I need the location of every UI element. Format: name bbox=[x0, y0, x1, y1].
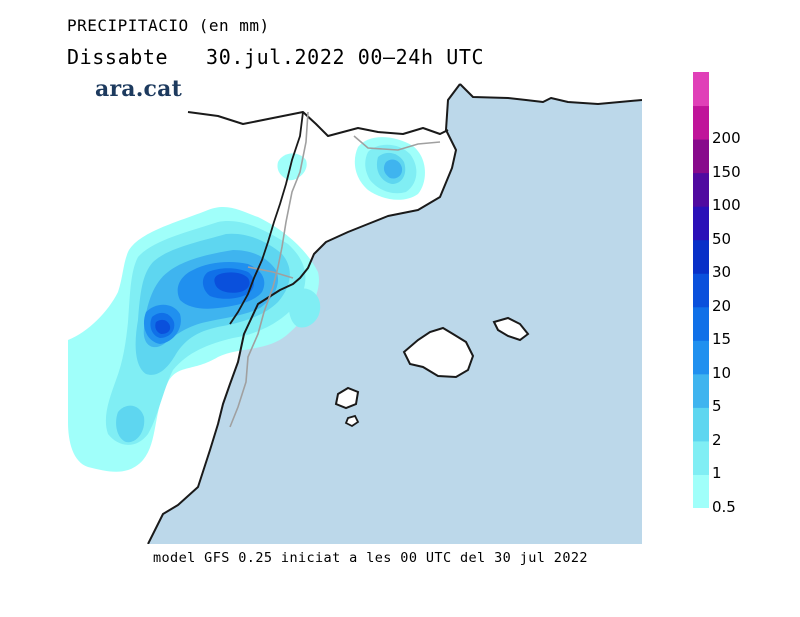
legend-label: 200 bbox=[712, 129, 741, 148]
island-mallorca bbox=[402, 326, 475, 379]
legend-swatch bbox=[693, 340, 709, 375]
legend-label: 15 bbox=[712, 330, 732, 349]
national-border bbox=[229, 111, 304, 325]
legend-label: 50 bbox=[712, 229, 732, 248]
island-ibiza bbox=[334, 386, 360, 410]
model-caption: model GFS 0.25 iniciat a les 00 UTC del … bbox=[153, 550, 588, 566]
legend-label: 150 bbox=[712, 162, 741, 181]
legend-swatch bbox=[693, 172, 709, 207]
legend-label: 30 bbox=[712, 263, 732, 282]
legend-swatch bbox=[693, 139, 709, 174]
precipitation-map bbox=[68, 72, 642, 544]
legend-label: 0.5 bbox=[712, 498, 736, 516]
legend-swatch bbox=[693, 407, 709, 442]
legend-label: 5 bbox=[712, 397, 722, 416]
legend-swatch bbox=[693, 373, 709, 408]
legend-label: 2 bbox=[712, 430, 722, 449]
island-formentera bbox=[344, 414, 360, 428]
coastline bbox=[147, 83, 642, 544]
map-subtitle: Dissabte 30.jul.2022 00–24h UTC bbox=[67, 45, 485, 69]
legend-swatch bbox=[693, 306, 709, 341]
land-mainland bbox=[68, 72, 642, 544]
brand-logo: ara.cat bbox=[95, 76, 182, 102]
island-menorca bbox=[492, 316, 530, 342]
legend-swatch bbox=[693, 72, 709, 107]
legend-swatch bbox=[693, 105, 709, 140]
legend-label: 100 bbox=[712, 196, 741, 215]
legend-swatch bbox=[693, 239, 709, 274]
legend-label: 10 bbox=[712, 363, 732, 382]
legend-label: 1 bbox=[712, 464, 722, 483]
region-borders bbox=[229, 111, 441, 428]
legend-swatch bbox=[693, 474, 709, 508]
precipitation-legend bbox=[693, 72, 709, 508]
legend-label: 20 bbox=[712, 296, 732, 315]
legend-swatch bbox=[693, 440, 709, 475]
legend-swatch bbox=[693, 273, 709, 308]
legend-swatch bbox=[693, 206, 709, 241]
map-title: PRECIPITACIO (en mm) bbox=[67, 16, 270, 35]
